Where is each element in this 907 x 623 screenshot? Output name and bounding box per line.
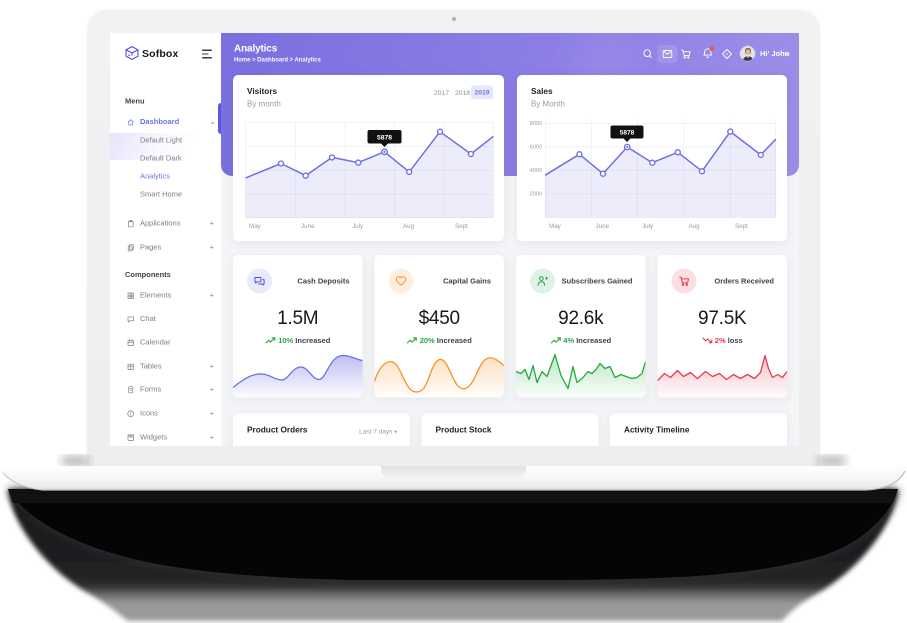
svg-text:July: July	[352, 223, 364, 230]
svg-text:5878: 5878	[377, 135, 392, 142]
svg-text:May: May	[549, 223, 562, 230]
svg-text:Aug: Aug	[403, 223, 415, 230]
svg-text:June: June	[301, 223, 315, 230]
svg-text:Sept: Sept	[735, 223, 748, 230]
svg-text:May: May	[249, 223, 262, 230]
svg-text:5878: 5878	[620, 130, 635, 137]
svg-text:June: June	[596, 223, 610, 230]
svg-text:Sept: Sept	[455, 223, 468, 230]
svg-text:Aug: Aug	[689, 223, 701, 230]
svg-text:July: July	[642, 223, 654, 230]
